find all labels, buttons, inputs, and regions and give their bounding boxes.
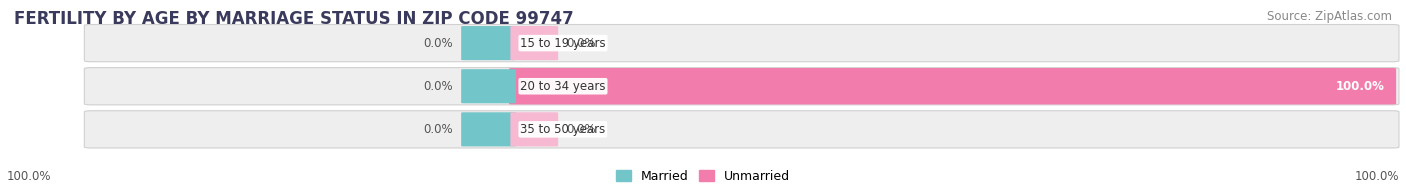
FancyBboxPatch shape (461, 26, 516, 60)
Text: 100.0%: 100.0% (1354, 170, 1399, 183)
Text: 20 to 34 years: 20 to 34 years (520, 80, 606, 93)
FancyBboxPatch shape (84, 68, 1399, 105)
Text: 0.0%: 0.0% (423, 37, 453, 50)
Text: FERTILITY BY AGE BY MARRIAGE STATUS IN ZIP CODE 99747: FERTILITY BY AGE BY MARRIAGE STATUS IN Z… (14, 10, 574, 28)
Text: 100.0%: 100.0% (7, 170, 52, 183)
Text: 0.0%: 0.0% (423, 123, 453, 136)
Text: 0.0%: 0.0% (423, 80, 453, 93)
FancyBboxPatch shape (510, 26, 558, 60)
Legend: Married, Unmarried: Married, Unmarried (612, 165, 794, 188)
FancyBboxPatch shape (84, 24, 1399, 62)
Text: 0.0%: 0.0% (567, 123, 596, 136)
Text: Source: ZipAtlas.com: Source: ZipAtlas.com (1267, 10, 1392, 23)
FancyBboxPatch shape (509, 68, 1396, 104)
FancyBboxPatch shape (461, 112, 516, 146)
FancyBboxPatch shape (461, 69, 516, 103)
Text: 100.0%: 100.0% (1336, 80, 1385, 93)
Text: 35 to 50 years: 35 to 50 years (520, 123, 606, 136)
Text: 15 to 19 years: 15 to 19 years (520, 37, 606, 50)
FancyBboxPatch shape (84, 111, 1399, 148)
Text: 0.0%: 0.0% (567, 37, 596, 50)
FancyBboxPatch shape (510, 112, 558, 146)
